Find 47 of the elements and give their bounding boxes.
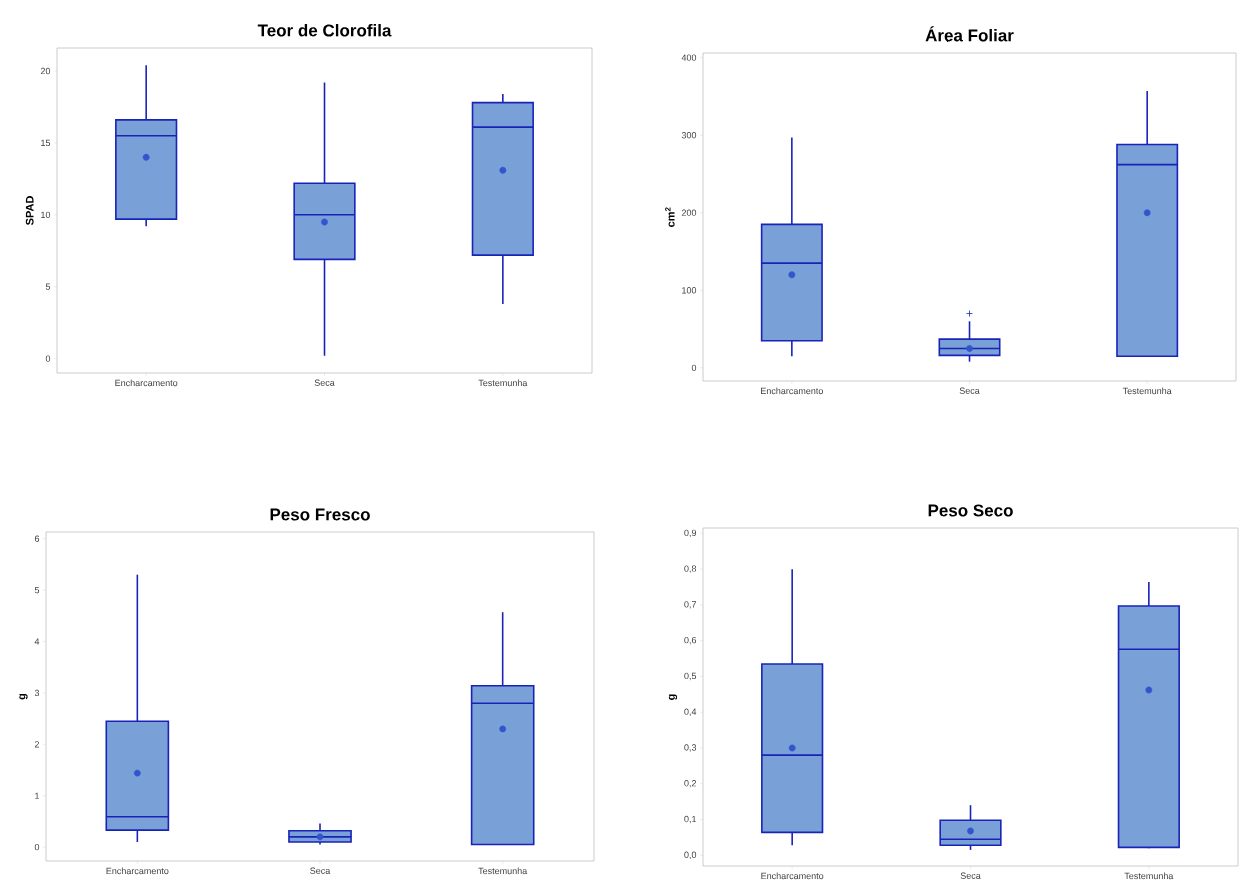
y-tick-label: 2 (34, 741, 40, 748)
y-tick-label: 4 (34, 638, 40, 645)
y-tick-label: 6 (34, 535, 40, 542)
x-tick-label: Encharcamento (761, 872, 824, 880)
y-tick-label: 0,6 (684, 636, 697, 645)
y-axis-title: g (19, 693, 28, 700)
y-tick-label: 0,0 (684, 851, 697, 859)
y-tick-label: 15 (41, 139, 51, 147)
y-tick-label: 0 (34, 843, 40, 851)
y-axis-title: g (668, 694, 678, 700)
x-tick-label: Seca (959, 387, 980, 394)
y-tick-label: 100 (682, 287, 697, 294)
x-tick-label: Testemunha (1122, 387, 1172, 395)
y-tick-label: 5 (34, 586, 40, 594)
chart-title: Área Foliar (925, 26, 1014, 42)
y-tick-label: 400 (681, 54, 697, 61)
y-tick-label: 20 (40, 67, 51, 75)
y-tick-label: 300 (681, 132, 697, 139)
y-axis-title: SPAD (25, 196, 34, 226)
y-tick-label: 1 (35, 792, 40, 799)
y-axis-title: cm$^{2}$ (665, 207, 675, 227)
y-tick-label: 0,4 (684, 708, 697, 716)
y-tick-label: 0,1 (684, 815, 697, 824)
y-tick-label: 0 (691, 364, 697, 372)
x-tick-label: Encharcamento (761, 387, 823, 395)
y-tick-label: 0,8 (684, 565, 697, 573)
chart-title: Peso Seco (928, 504, 1013, 517)
y-tick-label: 0 (45, 355, 51, 362)
chart-title: Peso Fresco (270, 508, 370, 521)
x-tick-label: Seca (310, 867, 331, 874)
chart-title: Teor de Clorofila (257, 23, 392, 37)
y-tick-label: 5 (45, 283, 51, 290)
x-tick-label: Testemunha (478, 379, 528, 387)
y-tick-label: 3 (34, 689, 40, 697)
x-tick-label: Encharcamento (106, 867, 169, 875)
y-tick-label: 0,3 (684, 744, 697, 752)
x-tick-label: Testemunha (478, 867, 528, 875)
y-tick-label: 10 (41, 211, 51, 219)
y-tick-label: 0,5 (684, 672, 697, 681)
x-tick-label: Testemunha (1124, 872, 1174, 880)
x-tick-label: Encharcamento (115, 379, 178, 387)
y-tick-label: 200 (681, 209, 697, 216)
x-tick-label: Seca (314, 379, 335, 386)
y-tick-label: 0,2 (684, 780, 697, 788)
x-tick-label: Seca (960, 872, 981, 879)
y-tick-label: 0,9 (684, 529, 697, 538)
y-tick-label: 0,7 (684, 601, 697, 609)
